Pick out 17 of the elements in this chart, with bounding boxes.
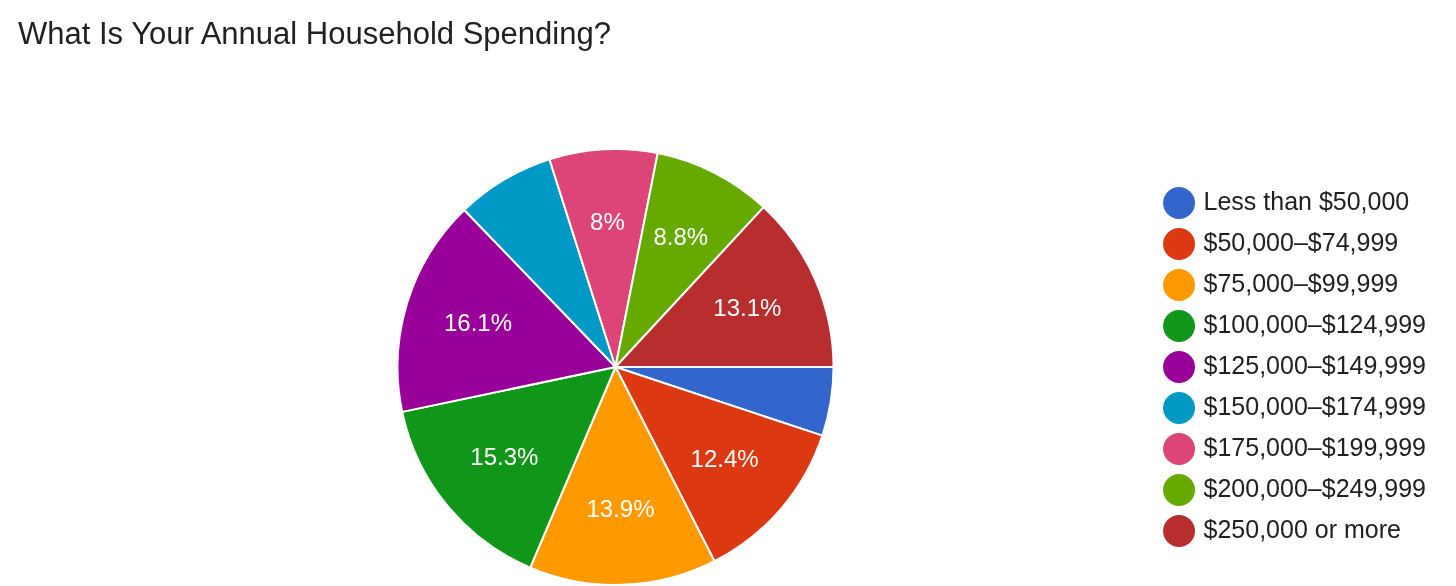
data-label: 16.1% — [443, 309, 513, 337]
legend-label: $175,000–$199,999 — [1203, 432, 1426, 461]
chart-title: What Is Your Annual Household Spending? — [18, 16, 611, 52]
data-label: 8.8% — [653, 223, 709, 251]
data-label: 15.3% — [470, 442, 539, 470]
data-label: 8% — [590, 207, 625, 235]
legend-label: $75,000–$99,999 — [1203, 268, 1399, 297]
data-label: 13.9% — [586, 495, 655, 523]
legend-label: $150,000–$174,999 — [1203, 391, 1426, 420]
legend-label: $50,000–$74,999 — [1203, 227, 1399, 256]
data-label: 12.4% — [690, 445, 759, 473]
legend-label: $125,000–$149,999 — [1203, 350, 1426, 379]
legend-label: Less than $50,000 — [1203, 186, 1410, 215]
data-label: 13.1% — [713, 294, 782, 322]
legend-label: $100,000–$124,999 — [1203, 309, 1426, 338]
legend-label: $250,000 or more — [1203, 514, 1401, 543]
legend-label: $200,000–$249,999 — [1203, 473, 1426, 502]
